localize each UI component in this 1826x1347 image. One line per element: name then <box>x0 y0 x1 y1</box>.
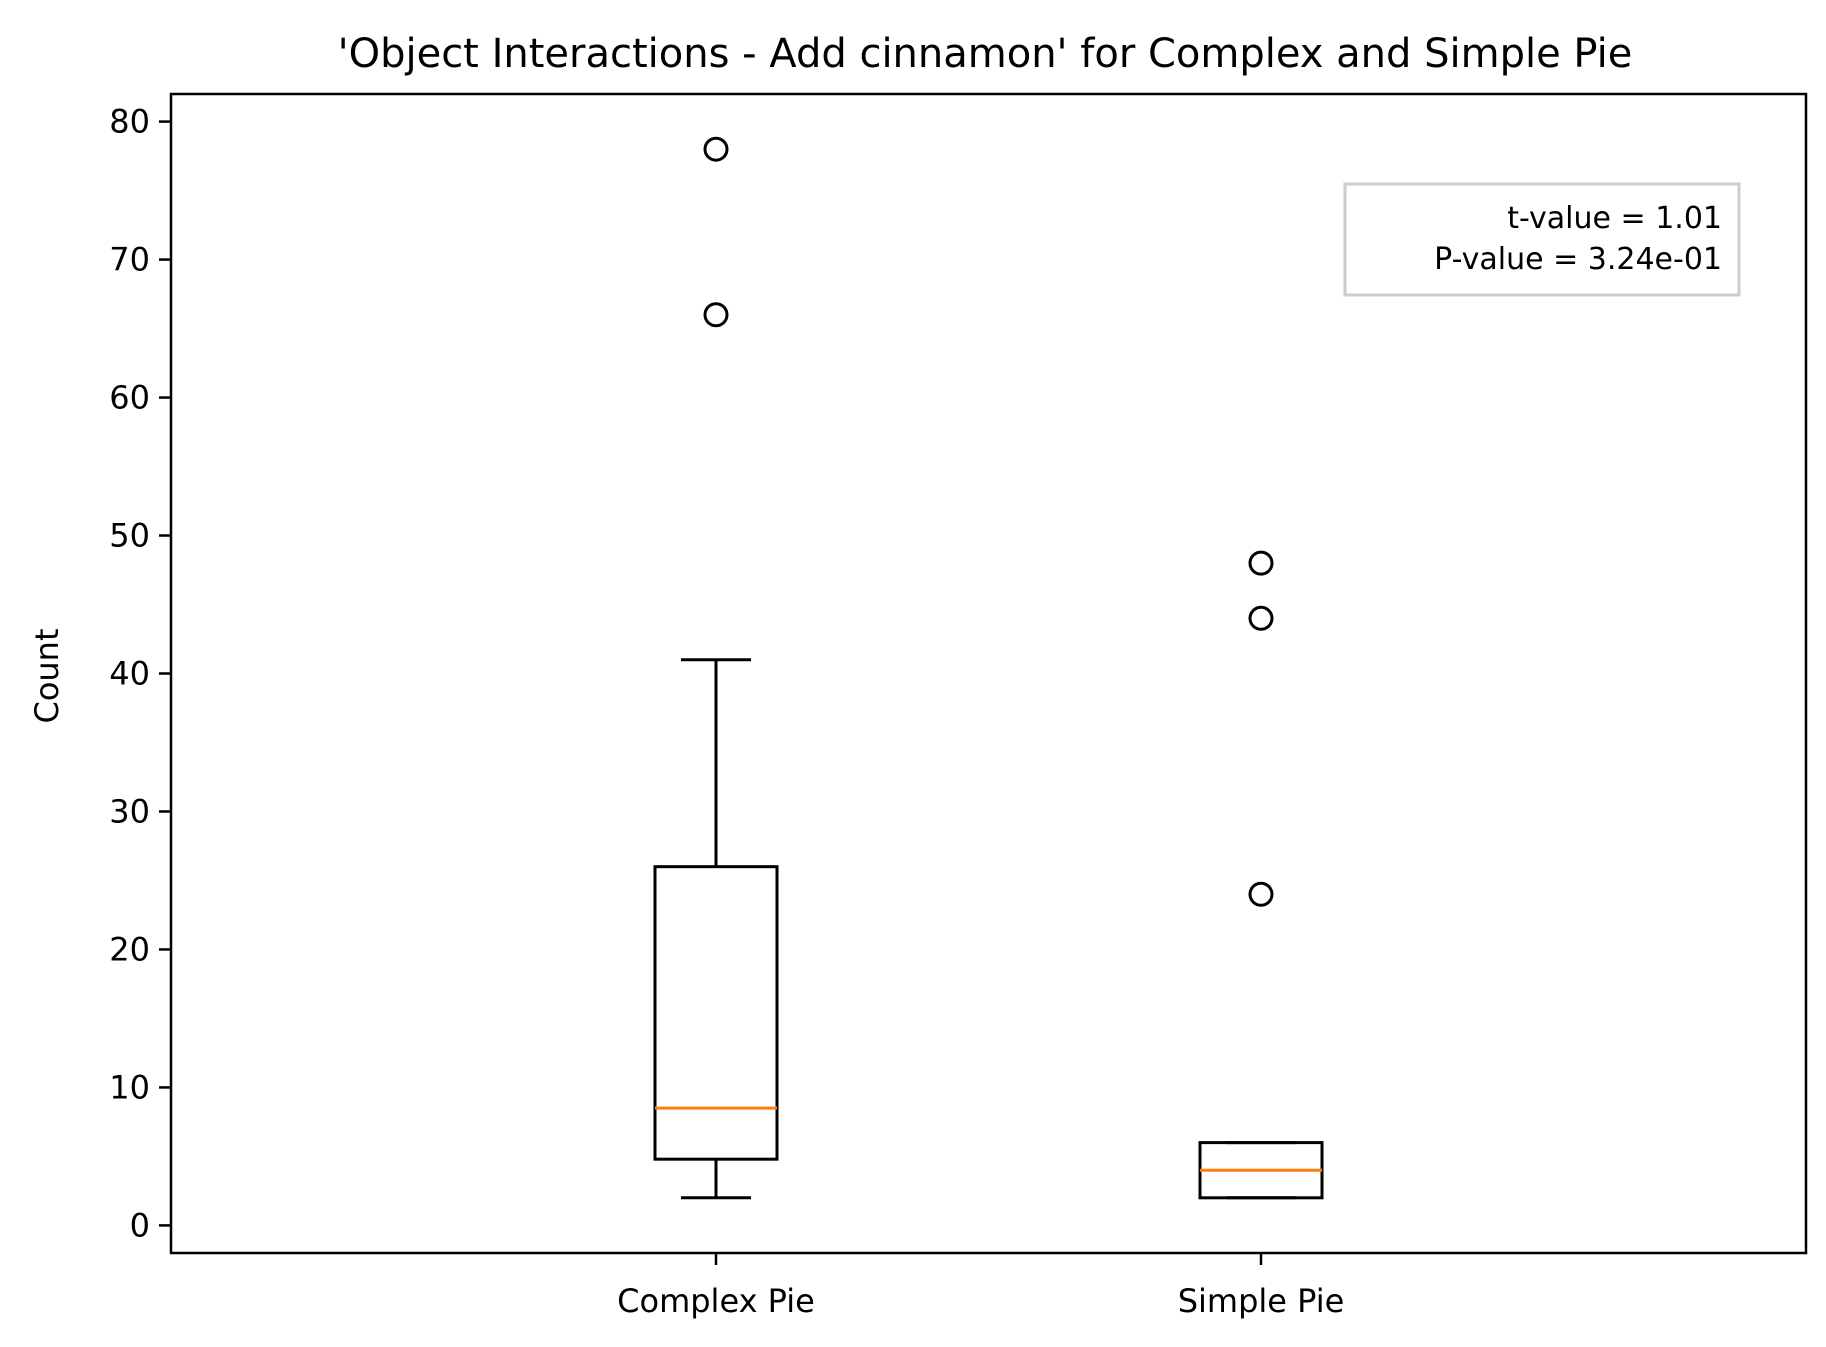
chart-title: 'Object Interactions - Add cinnamon' for… <box>338 31 1633 77</box>
y-tick-label: 20 <box>109 930 150 968</box>
x-tick-label: Simple Pie <box>1178 1282 1345 1320</box>
y-tick-label: 70 <box>109 241 150 279</box>
outlier-point <box>703 302 729 328</box>
y-tick-label: 30 <box>109 792 150 830</box>
outlier-point <box>703 136 729 162</box>
annotation-frame <box>1343 182 1741 297</box>
box-iqr <box>653 865 779 1161</box>
annotation-t-value: t-value = 1.01 <box>1507 201 1722 236</box>
outlier-point <box>1248 550 1274 576</box>
y-tick-label: 40 <box>109 655 150 693</box>
y-tick-label: 60 <box>109 379 150 417</box>
annotation-p-value: P-value = 3.24e-01 <box>1434 242 1722 277</box>
y-tick-label: 10 <box>109 1068 150 1106</box>
x-tick-label: Complex Pie <box>617 1282 815 1320</box>
y-axis-label: Count <box>28 628 66 723</box>
outlier-point <box>1248 881 1274 907</box>
y-tick-label: 80 <box>109 103 150 141</box>
outlier-point <box>1248 605 1274 631</box>
plot-area: 0 10 20 30 40 50 60 70 80 Complex Pie Simple Pie <box>109 92 1808 1320</box>
y-tick-label: 50 <box>109 517 150 555</box>
y-tick-label: 0 <box>130 1206 150 1244</box>
stats-annotation: t-value = 1.01 P-value = 3.24e-01 <box>1343 182 1741 297</box>
